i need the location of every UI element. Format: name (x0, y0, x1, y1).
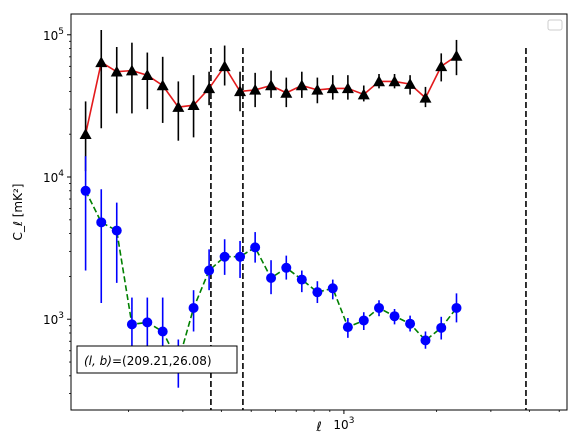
annotation-text: (l, b)=(209.21,26.08) (84, 354, 212, 368)
series-0-point (388, 75, 401, 87)
axes-frame (70, 13, 568, 411)
series-1-point (235, 251, 246, 262)
series-0-point (341, 82, 354, 94)
axes: 103 104 105 103 (43, 13, 568, 432)
series-1-point (374, 302, 385, 313)
series-1-point (157, 326, 168, 337)
series-1-point (142, 317, 153, 328)
series-0-point (249, 83, 262, 95)
series-1-point (266, 272, 277, 283)
series-1-point (250, 242, 261, 253)
series-1-point (296, 274, 307, 285)
y-tick-label: 103 (43, 311, 64, 327)
series-0-point (295, 79, 308, 91)
series-1-point (327, 283, 338, 294)
series-0-point (280, 86, 293, 98)
series-1-point (281, 262, 292, 273)
series-0-point (79, 128, 92, 139)
series-0-point (125, 64, 138, 76)
series-group (79, 30, 527, 410)
series-1-point (436, 322, 447, 333)
series-0-point (404, 78, 417, 89)
series-0-point (218, 60, 231, 72)
annotation-box: (l, b)=(209.21,26.08) (76, 345, 238, 374)
series-0-point (311, 83, 324, 95)
series-1-point (342, 322, 353, 333)
series-0-point (156, 79, 169, 91)
series-0-point (95, 56, 108, 68)
legend (547, 19, 563, 31)
legend-box (547, 19, 563, 31)
y-tick-label: 104 (43, 169, 64, 185)
plot-area (79, 30, 527, 410)
y-axis-label: C_ℓ [mK²] (11, 184, 25, 241)
series-0-point (326, 82, 339, 94)
series-0-point (110, 65, 123, 77)
annotation-frame (76, 345, 238, 374)
series-1-point (219, 251, 230, 262)
series-0-point (419, 91, 432, 103)
series-1-point (358, 315, 369, 326)
x-axis-label: ℓ (315, 420, 321, 435)
series-1-point (188, 302, 199, 313)
series-1-point (312, 287, 323, 298)
x-tick-label: 103 (333, 416, 354, 432)
series-1-point (389, 311, 400, 322)
series-0-point (435, 60, 448, 72)
series-0-point (234, 85, 247, 97)
axis-labels: ℓ C_ℓ [mK²] (11, 184, 322, 435)
series-0-point (172, 101, 185, 112)
series-0-point (187, 99, 200, 110)
series-0-point (373, 75, 386, 87)
series-0-point (203, 82, 216, 94)
series-1-point (405, 318, 416, 329)
series-1-point (80, 185, 91, 196)
series-1-point (204, 265, 215, 276)
series-0-point (265, 79, 278, 91)
series-1-point (420, 335, 431, 346)
series-1-point (96, 217, 107, 228)
series-1-point (451, 302, 462, 313)
series-1-point (111, 225, 122, 236)
series-0-point (141, 69, 154, 80)
series-1-point (126, 319, 137, 330)
series-0-point (450, 49, 463, 61)
y-tick-label: 105 (43, 27, 64, 43)
series-0-point (357, 88, 370, 100)
